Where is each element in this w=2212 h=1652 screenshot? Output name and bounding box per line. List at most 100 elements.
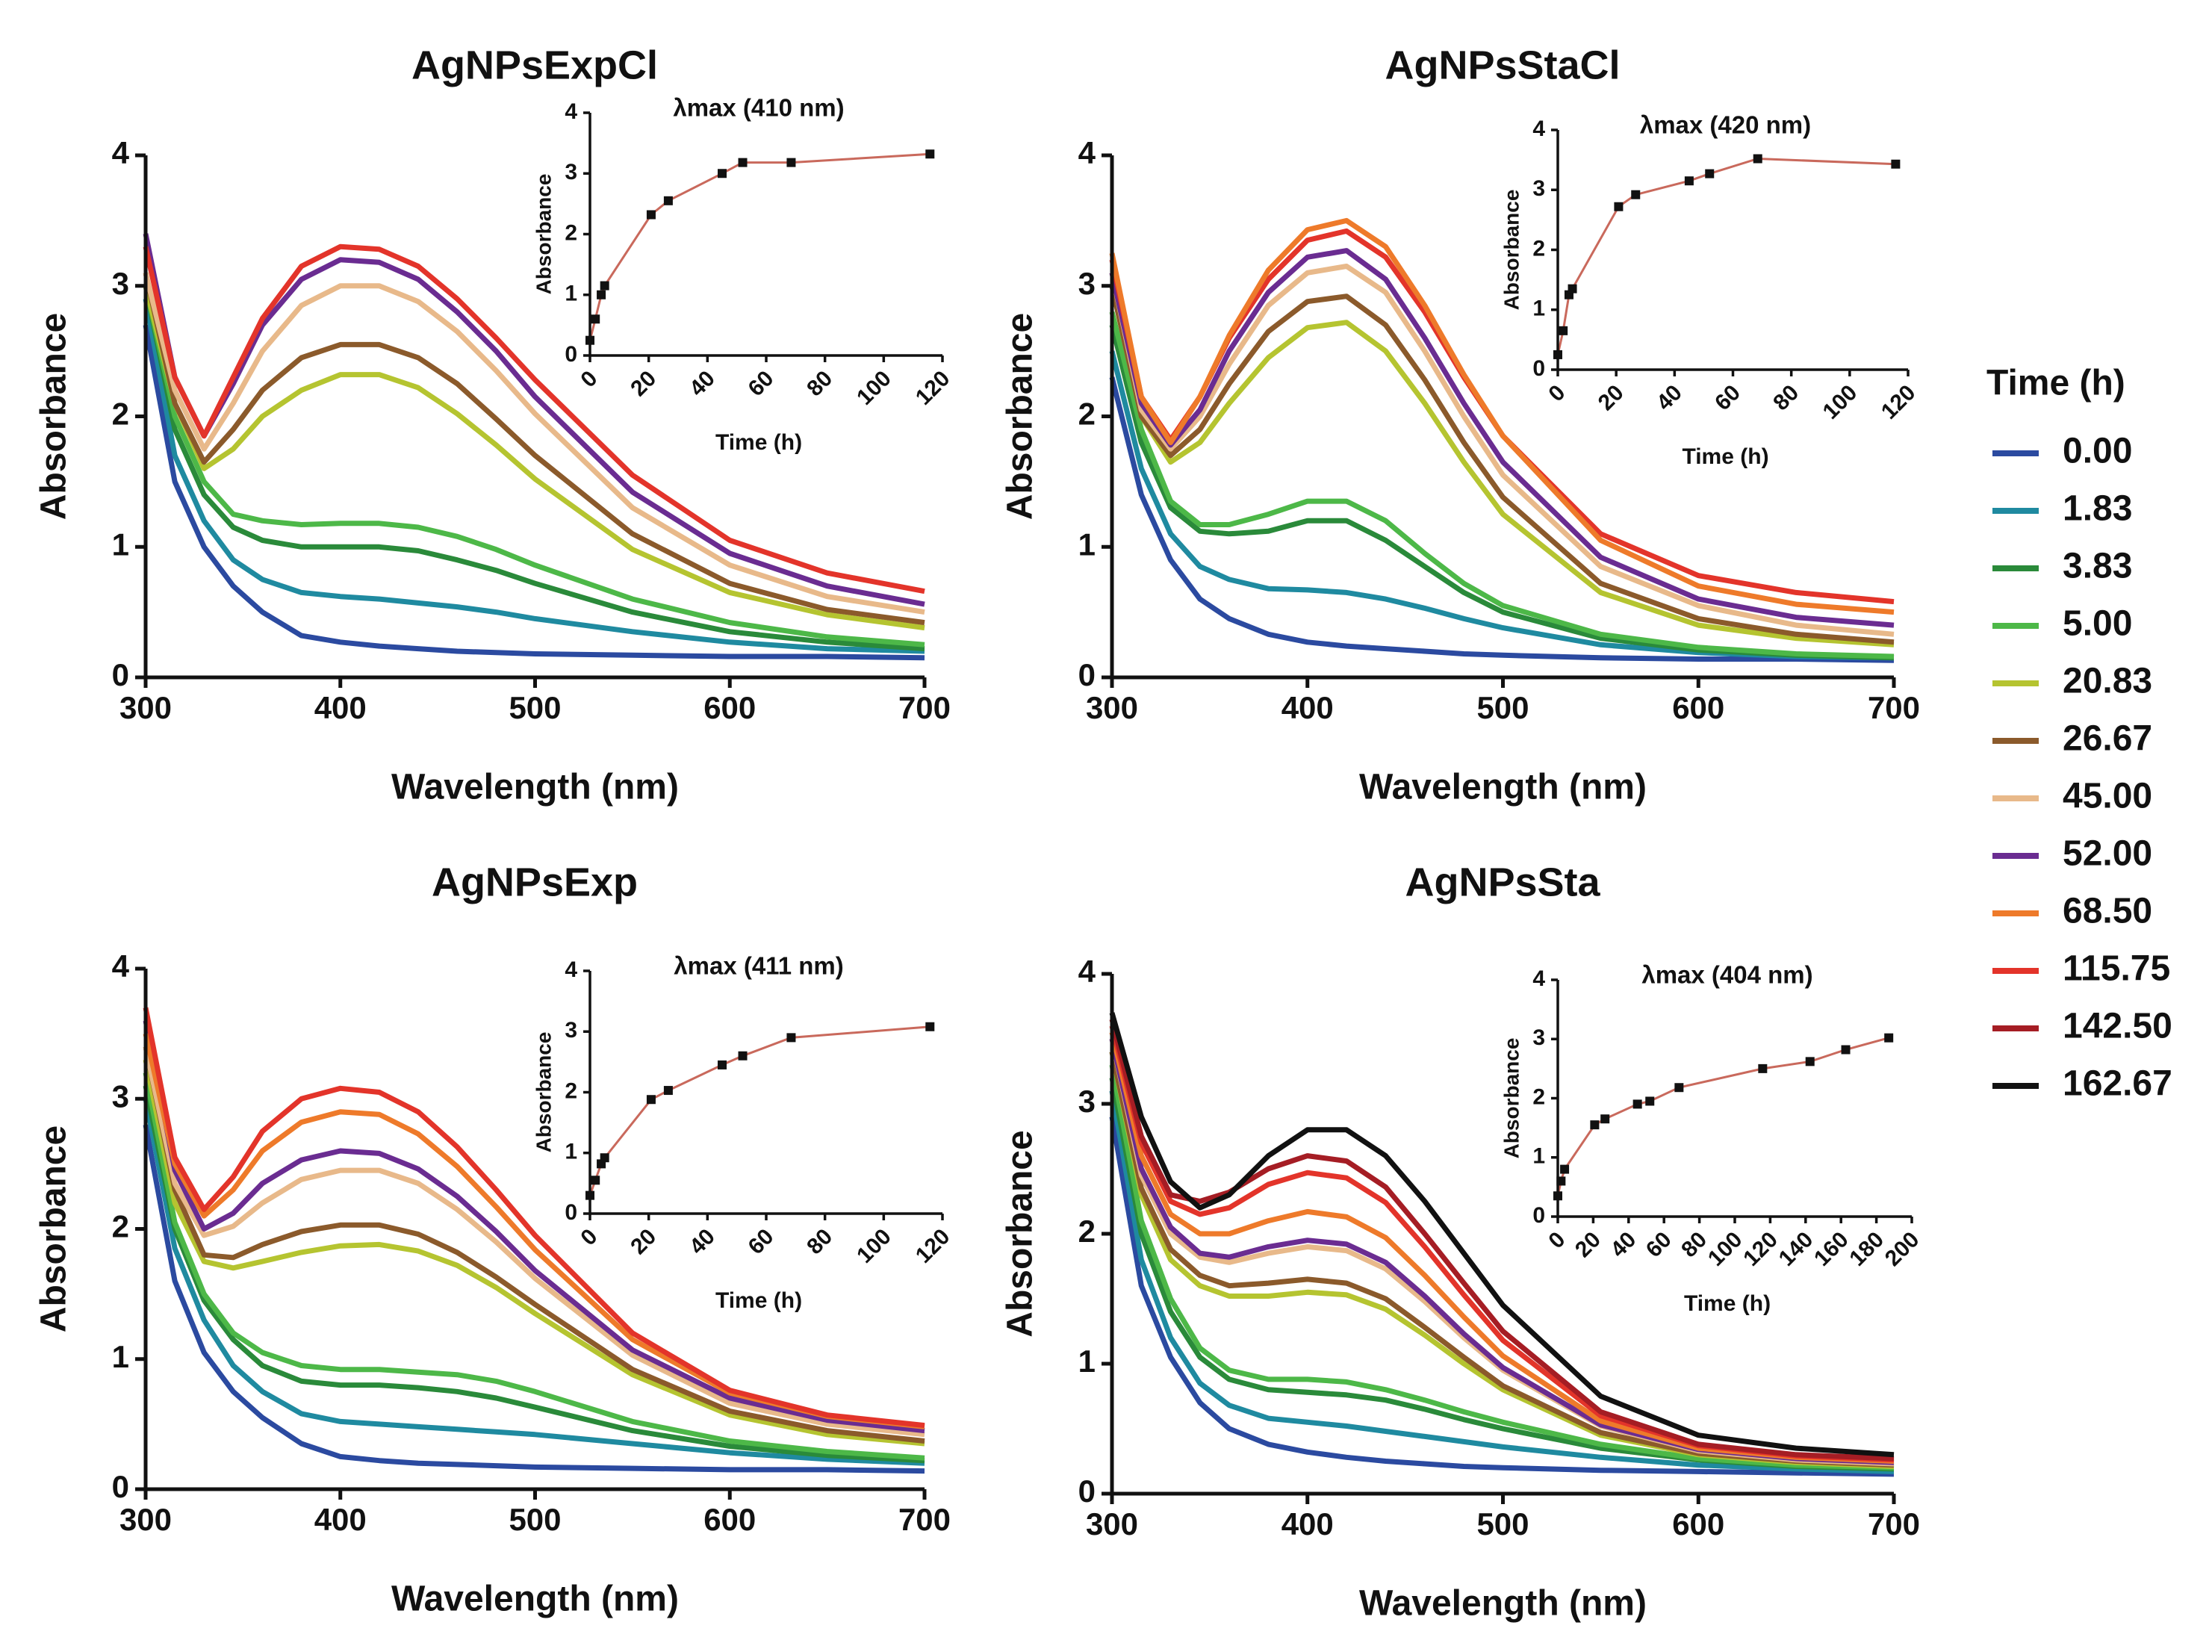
inset-title: λmax (404 nm) (1641, 961, 1812, 989)
spectrum-line (143, 285, 925, 648)
x-tick-label: 180 (1845, 1227, 1889, 1271)
y-axis-label: Absorbance (34, 1125, 74, 1332)
inset-marker (597, 290, 606, 299)
x-tick-label: 160 (1809, 1227, 1854, 1271)
y-axis-label: Absorbance (1001, 313, 1040, 520)
spectrum-line (1109, 324, 1895, 661)
inset-marker (718, 169, 727, 178)
y-tick-label: 1 (565, 282, 577, 306)
x-tick-label: 20 (626, 1224, 661, 1259)
legend-label: 115.75 (2063, 949, 2170, 989)
spectrum-line (1109, 1031, 1895, 1464)
inset-marker (1753, 154, 1762, 164)
y-tick-label: 0 (565, 342, 577, 367)
y-tick-label: 1 (112, 1339, 129, 1374)
x-tick-label: 300 (1086, 1506, 1138, 1541)
inset-marker (738, 1051, 748, 1061)
y-tick-label: 2 (1078, 1214, 1096, 1249)
spectrum-line (1109, 350, 1895, 661)
inset-x-label: Time (h) (715, 1288, 802, 1313)
inset-title: λmax (420 nm) (1640, 111, 1811, 139)
inset-y-label: Absorbance (532, 1032, 555, 1153)
inset-marker (1684, 176, 1694, 186)
x-tick-label: 700 (898, 690, 951, 725)
x-tick-label: 100 (1818, 380, 1863, 424)
y-tick-label: 1 (112, 527, 129, 562)
spectrum-line (143, 1098, 925, 1466)
inset-y-label: Absorbance (1500, 190, 1523, 311)
x-tick-label: 20 (1571, 1227, 1606, 1262)
y-tick-label: 4 (565, 99, 577, 124)
y-tick-label: 3 (565, 160, 577, 184)
y-tick-label: 0 (1078, 1474, 1096, 1509)
inset-line (588, 1025, 931, 1196)
y-tick-label: 0 (1532, 1203, 1545, 1228)
y-tick-label: 0 (1532, 356, 1545, 381)
y-tick-label: 4 (1078, 954, 1096, 989)
inset-marker (591, 314, 600, 324)
x-tick-label: 100 (852, 1224, 896, 1268)
x-tick-label: 700 (898, 1502, 951, 1537)
spectrum-line (1109, 376, 1895, 663)
inset-marker (591, 1176, 600, 1185)
inset-marker (1884, 1033, 1894, 1043)
spectrum-line (1109, 1012, 1895, 1458)
inset-marker (663, 1086, 673, 1096)
y-tick-label: 1 (1078, 1344, 1096, 1379)
y-tick-label: 3 (1078, 1084, 1096, 1119)
inset-marker (1568, 284, 1577, 294)
legend-label: 3.83 (2063, 547, 2132, 586)
spectrum-line (1109, 1051, 1895, 1468)
spectrum-line (1109, 264, 1895, 637)
x-tick-label: 500 (1476, 1506, 1529, 1541)
inset-y-label: Absorbance (1500, 1038, 1523, 1159)
spectrum-line (143, 272, 925, 626)
x-tick-label: 600 (1672, 690, 1724, 725)
chart-title: AgNPsExpCl (411, 43, 658, 87)
y-tick-label: 3 (112, 1078, 129, 1114)
spectrum-line (143, 243, 925, 594)
x-tick-label: 300 (1086, 690, 1138, 725)
inset-marker (600, 1153, 609, 1163)
y-tick-label: 3 (1078, 266, 1096, 301)
chart-title: AgNPsExp (432, 860, 638, 904)
spectrum-line (1109, 311, 1895, 659)
x-tick-label: 40 (1606, 1227, 1641, 1262)
x-tick-label: 100 (852, 366, 896, 410)
inset-marker (646, 210, 656, 220)
spectrum-line (143, 1085, 925, 1464)
x-tick-label: 80 (1768, 380, 1804, 415)
y-tick-label: 4 (112, 948, 130, 984)
spectrum-line (143, 1046, 925, 1444)
x-tick-label: 500 (1476, 690, 1529, 725)
x-tick-label: 0 (1544, 1227, 1570, 1253)
spectrum-line (1109, 248, 1895, 628)
x-tick-label: 300 (119, 690, 172, 725)
y-tick-label: 2 (1532, 236, 1545, 261)
spectrum-line (143, 285, 925, 652)
legend-label: 5.00 (2063, 604, 2132, 644)
x-tick-label: 600 (703, 690, 756, 725)
inset-marker (600, 281, 609, 291)
inset-marker (646, 1095, 656, 1105)
y-tick-label: 0 (112, 657, 129, 692)
y-axis-label: Absorbance (34, 313, 74, 520)
x-tick-label: 140 (1774, 1227, 1818, 1271)
spectrum-line (143, 1020, 925, 1434)
x-tick-label: 120 (1739, 1227, 1783, 1271)
spectrum-line (143, 1059, 925, 1447)
inset-marker (1758, 1063, 1768, 1073)
x-tick-label: 20 (626, 366, 661, 401)
y-tick-label: 3 (565, 1018, 577, 1043)
inset-marker (1705, 169, 1715, 178)
y-tick-label: 4 (1532, 966, 1545, 991)
inset-marker (1600, 1114, 1610, 1124)
x-tick-label: 0 (576, 1224, 602, 1250)
y-tick-label: 1 (1532, 1144, 1545, 1169)
inset-marker (1841, 1045, 1851, 1055)
inset-marker (1645, 1096, 1655, 1106)
inset-marker (1805, 1057, 1815, 1066)
x-tick-label: 500 (509, 690, 561, 725)
x-tick-label: 40 (685, 1224, 720, 1259)
